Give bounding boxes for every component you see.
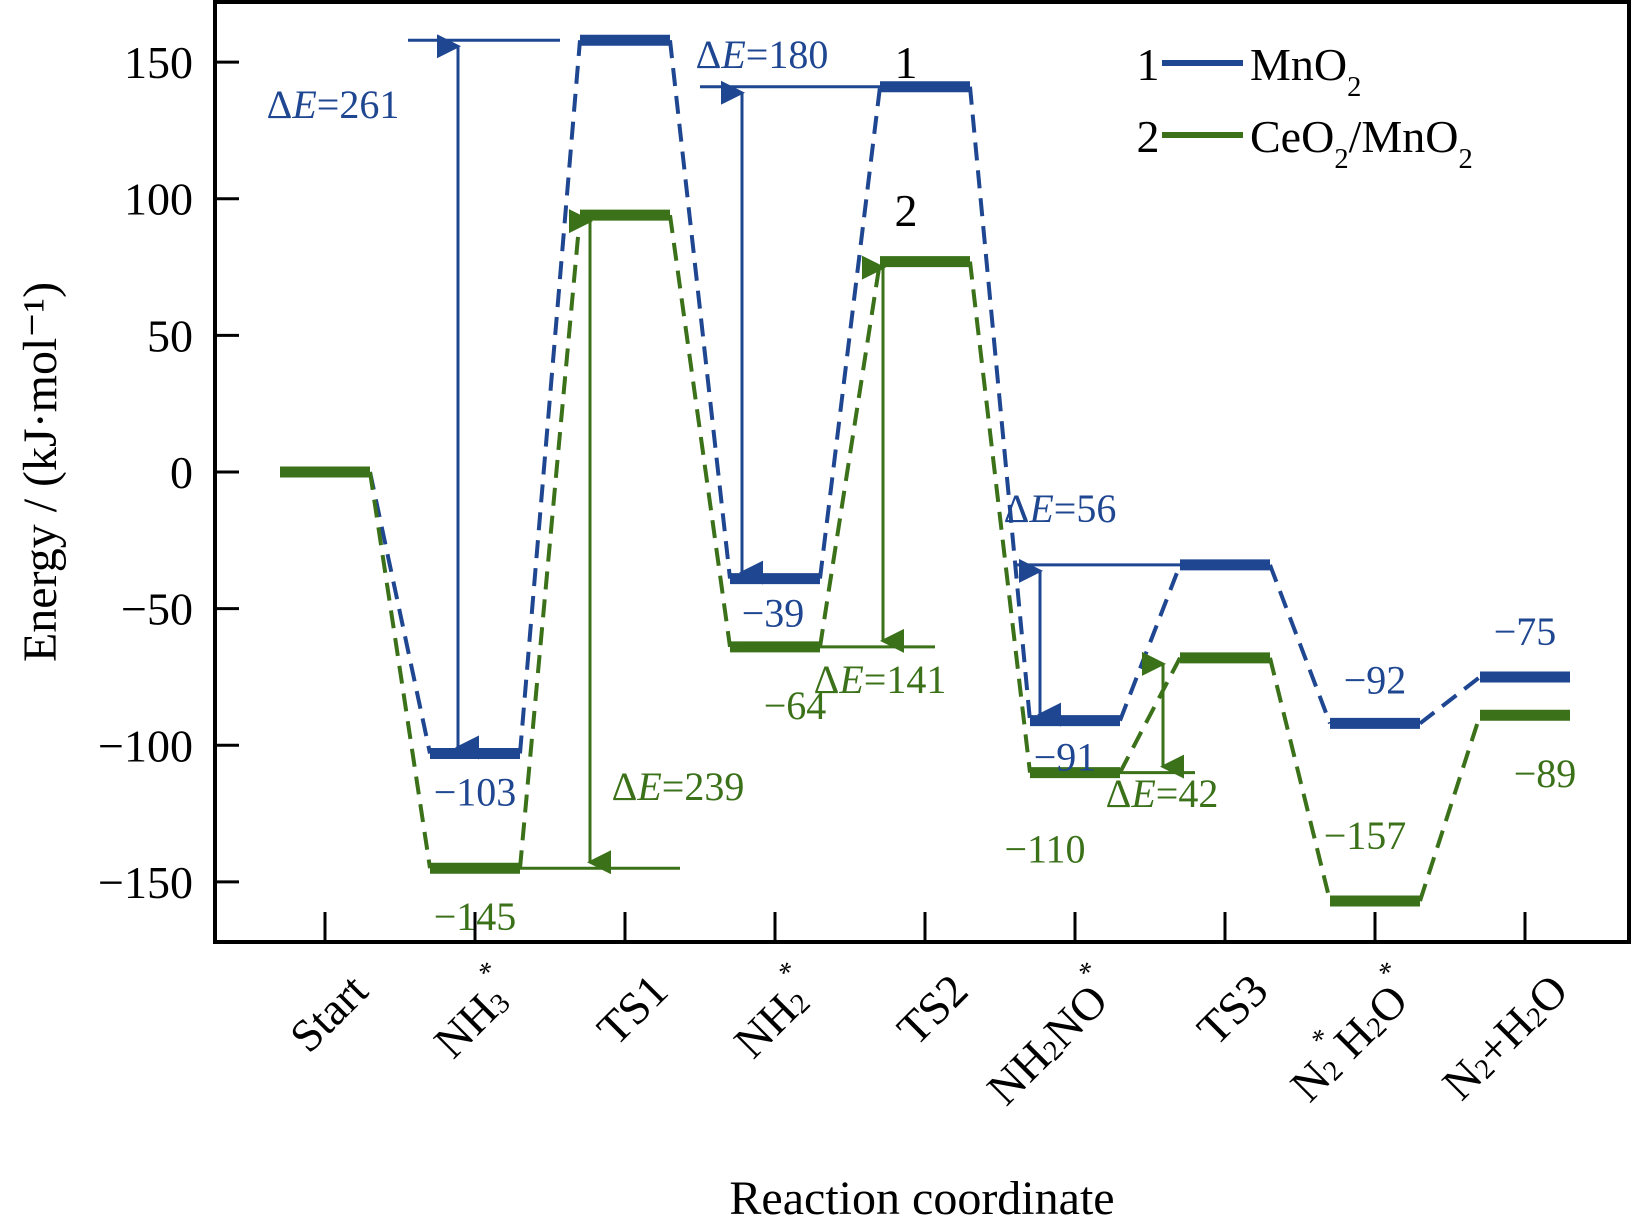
delta-symbol: Δ [696, 32, 722, 77]
curve-marker: 2 [895, 185, 918, 236]
delta-symbol: Δ [612, 764, 638, 809]
label-part: /MnO [1349, 111, 1459, 162]
barrier-value: =56 [1054, 486, 1117, 531]
label-part: Start [280, 964, 378, 1062]
delta-symbol: Δ [267, 82, 293, 127]
legend-number: 1 [1137, 39, 1160, 90]
barrier-annotation: ΔE=180 [696, 32, 888, 585]
barrier-label: ΔE=141 [814, 657, 947, 702]
value-label: −75 [1494, 609, 1557, 654]
connector-line [1418, 675, 1482, 725]
x-tick-label: TS1 [587, 964, 677, 1054]
value-label: −64 [764, 683, 827, 728]
value-label: −92 [1344, 657, 1407, 702]
x-tick-label: NH2* [715, 956, 827, 1068]
barrier-annotation: ΔE=141 [745, 255, 947, 702]
delta-symbol: Δ [1106, 771, 1132, 816]
barrier-value: =141 [864, 657, 947, 702]
energy-symbol: E [291, 82, 316, 127]
connector-line [968, 86, 1032, 721]
y-tick-label: 50 [147, 310, 193, 361]
value-label: −157 [1324, 813, 1407, 858]
connector-line [1118, 656, 1182, 774]
legend-label: CeO2/MnO2 [1250, 111, 1473, 175]
barrier-annotation: ΔE=239 [448, 209, 745, 875]
x-axis-title: Reaction coordinate [729, 1172, 1114, 1220]
x-tick-label: TS3 [1187, 964, 1277, 1054]
connector-line [368, 471, 432, 754]
y-tick-label: 100 [124, 174, 193, 225]
x-tick-label: Start [280, 964, 378, 1062]
connector-line [518, 214, 582, 869]
value-label: −39 [742, 591, 805, 636]
value-label: −89 [1514, 751, 1577, 796]
y-axis-title: Energy / (kJ·mol⁻¹) [14, 282, 67, 662]
curve-marker: 1 [895, 37, 918, 88]
x-tick-label: N2+H2O [1432, 964, 1577, 1109]
label-part: MnO [1250, 39, 1347, 90]
legend-item: 1 MnO2 [1137, 39, 1362, 103]
label-part: * [773, 956, 805, 988]
y-tick-label: −150 [98, 857, 193, 908]
y-tick-label: 0 [170, 447, 193, 498]
y-tick-label: −100 [98, 720, 193, 771]
label-part: TS3 [1187, 964, 1277, 1054]
connector-line [368, 471, 432, 869]
connector-line [668, 40, 732, 579]
connector-line [1118, 564, 1182, 722]
label-part: TS1 [587, 964, 677, 1054]
barrier-label: ΔE=180 [696, 32, 829, 77]
energy-symbol: E [720, 32, 745, 77]
label-part: TS2 [887, 964, 977, 1054]
y-tick-label: 150 [124, 37, 193, 88]
legend-label: MnO2 [1250, 39, 1361, 103]
value-label: −103 [434, 769, 517, 814]
barrier-annotation: ΔE=261 [267, 34, 560, 760]
x-tick-label: TS2 [887, 964, 977, 1054]
x-tick-label: N2*H2O* [1272, 956, 1427, 1111]
label-part: 2 [1347, 72, 1361, 103]
label-part: 2 [1334, 144, 1348, 175]
legend-item: 2 CeO2/MnO2 [1137, 111, 1473, 175]
barrier-value: =239 [662, 764, 745, 809]
barrier-label: ΔE=261 [267, 82, 400, 127]
barrier-value: =180 [746, 32, 829, 77]
connector-line [1268, 657, 1332, 902]
label-part: * [473, 956, 505, 988]
connector-line [1418, 714, 1482, 902]
energy-symbol: E [838, 657, 863, 702]
x-tick-label: NH3* [415, 956, 527, 1068]
connector-line [668, 214, 732, 648]
barrier-value: =261 [317, 82, 400, 127]
barrier-annotation: ΔE=56 [1004, 486, 1205, 727]
delta-symbol: Δ [1004, 486, 1030, 531]
energy-symbol: E [1028, 486, 1053, 531]
connector-line [1268, 564, 1332, 725]
connector-line [518, 40, 582, 754]
x-tick-label: NH2NO* [968, 956, 1127, 1115]
label-part: CeO [1250, 111, 1334, 162]
delta-symbol: Δ [814, 657, 840, 702]
barrier-value: =42 [1156, 771, 1219, 816]
barrier-label: ΔE=239 [612, 764, 745, 809]
y-tick-label: −50 [121, 584, 193, 635]
connector-line [818, 86, 882, 579]
barrier-label: ΔE=56 [1004, 486, 1117, 531]
label-part: 2 [1459, 144, 1473, 175]
legend-number: 2 [1137, 111, 1160, 162]
value-label: −110 [1004, 827, 1085, 872]
energy-symbol: E [1130, 771, 1155, 816]
barrier-annotation: ΔE=42 [1080, 651, 1219, 816]
barrier-label: ΔE=42 [1106, 771, 1219, 816]
energy-symbol: E [636, 764, 661, 809]
